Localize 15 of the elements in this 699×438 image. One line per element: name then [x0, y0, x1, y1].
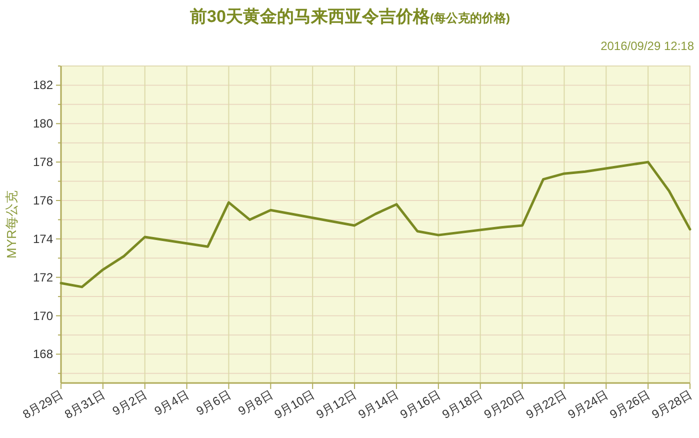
y-tick-label: 170: [32, 308, 54, 323]
text: 2016/09/29 12:18: [600, 39, 694, 53]
y-tick-label: 176: [32, 193, 54, 208]
chart-subtitle: (每公克的价格): [430, 11, 510, 25]
y-tick-label: 168: [32, 347, 54, 362]
y-tick-label: 174: [32, 232, 54, 246]
x-tick-label: 9月2日: [110, 387, 150, 418]
x-tick-label: 9月4日: [152, 387, 192, 418]
y-tick-label: 182: [32, 78, 54, 92]
x-tick-label: 9月6日: [194, 387, 234, 418]
y-tick-label: 172: [32, 270, 54, 284]
y-tick-label: 178: [32, 155, 54, 170]
y-axis-title: MYR每公克: [4, 190, 19, 258]
chart-title: 前30天黄金的马来西亚令吉价格: [189, 7, 431, 26]
y-tick-label: 180: [32, 116, 54, 131]
